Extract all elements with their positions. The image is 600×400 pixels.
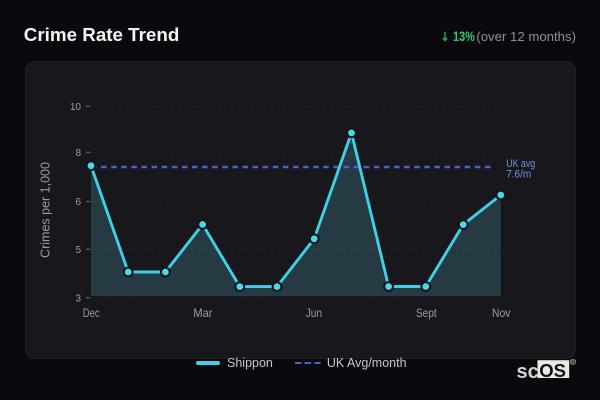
svg-text:Mar: Mar [193, 306, 212, 320]
svg-text:Sept: Sept [416, 306, 437, 320]
svg-text:Dec: Dec [83, 306, 100, 320]
svg-text:5: 5 [75, 245, 81, 256]
svg-text:3: 3 [75, 294, 81, 305]
svg-text:7.6/m: 7.6/m [506, 169, 531, 181]
svg-text:UK avg: UK avg [506, 158, 535, 170]
svg-text:R: R [571, 360, 575, 366]
svg-text:sc: sc [517, 361, 539, 381]
svg-text:Nov: Nov [492, 306, 511, 320]
svg-text:8: 8 [75, 148, 81, 159]
svg-text:10: 10 [70, 102, 82, 113]
svg-text:Crimes per 1,000: Crimes per 1,000 [39, 162, 53, 258]
svg-text:OS: OS [539, 360, 566, 381]
svg-text:Jun: Jun [306, 306, 322, 320]
svg-text:6: 6 [75, 197, 81, 208]
